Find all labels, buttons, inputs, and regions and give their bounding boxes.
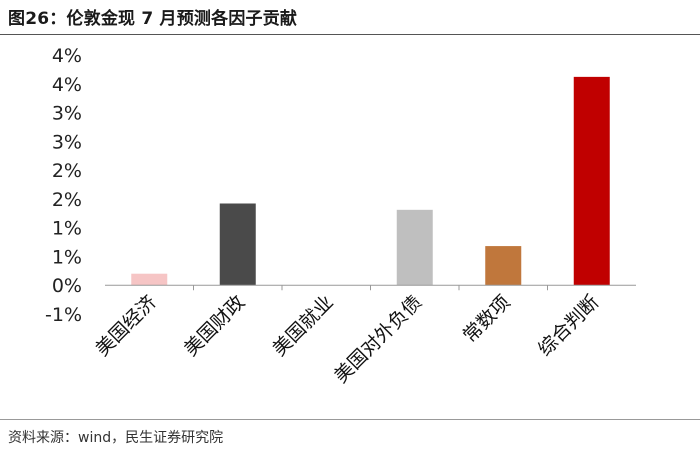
y-axis-ticks: -1% 0% 1% 1% 2% 2% 3% 3% 4% 4% xyxy=(45,45,82,326)
x-tick-label: 常数项 xyxy=(459,291,515,347)
bar-6 xyxy=(573,76,610,286)
bar-2 xyxy=(219,203,256,286)
y-tick-label: 4% xyxy=(52,45,82,67)
x-tick-label: 综合判断 xyxy=(534,291,603,360)
y-tick-label: 0% xyxy=(52,275,82,297)
bar-chart: -1% 0% 1% 1% 2% 2% 3% 3% 4% 4% 美国经济 美国财政 美国就业美国对外负债… xyxy=(45,45,636,387)
y-tick-label: 1% xyxy=(52,218,82,240)
source-note: 资料来源：wind，民生证券研究院 xyxy=(8,430,224,446)
chart-title: 图26：伦敦金现 7 月预测各因子贡献 xyxy=(8,9,298,29)
x-tick-label: 美国经济 xyxy=(91,291,160,360)
bars xyxy=(131,76,610,286)
bar-5 xyxy=(485,246,522,286)
y-tick-label: 2% xyxy=(52,189,82,211)
bar-4 xyxy=(396,209,433,286)
x-tick-label: 美国对外负债 xyxy=(330,291,426,387)
y-tick-label: 4% xyxy=(52,74,82,96)
x-tick-label: 美国就业 xyxy=(268,291,337,360)
y-tick-label: 1% xyxy=(52,246,82,268)
x-tick-label: 美国财政 xyxy=(180,291,249,360)
y-tick-label: 3% xyxy=(52,103,82,125)
y-tick-label: 2% xyxy=(52,160,82,182)
source-divider xyxy=(0,419,700,420)
title-divider xyxy=(0,34,700,35)
y-tick-label: -1% xyxy=(45,304,82,326)
y-tick-label: 3% xyxy=(52,131,82,153)
bar-1 xyxy=(131,273,168,286)
